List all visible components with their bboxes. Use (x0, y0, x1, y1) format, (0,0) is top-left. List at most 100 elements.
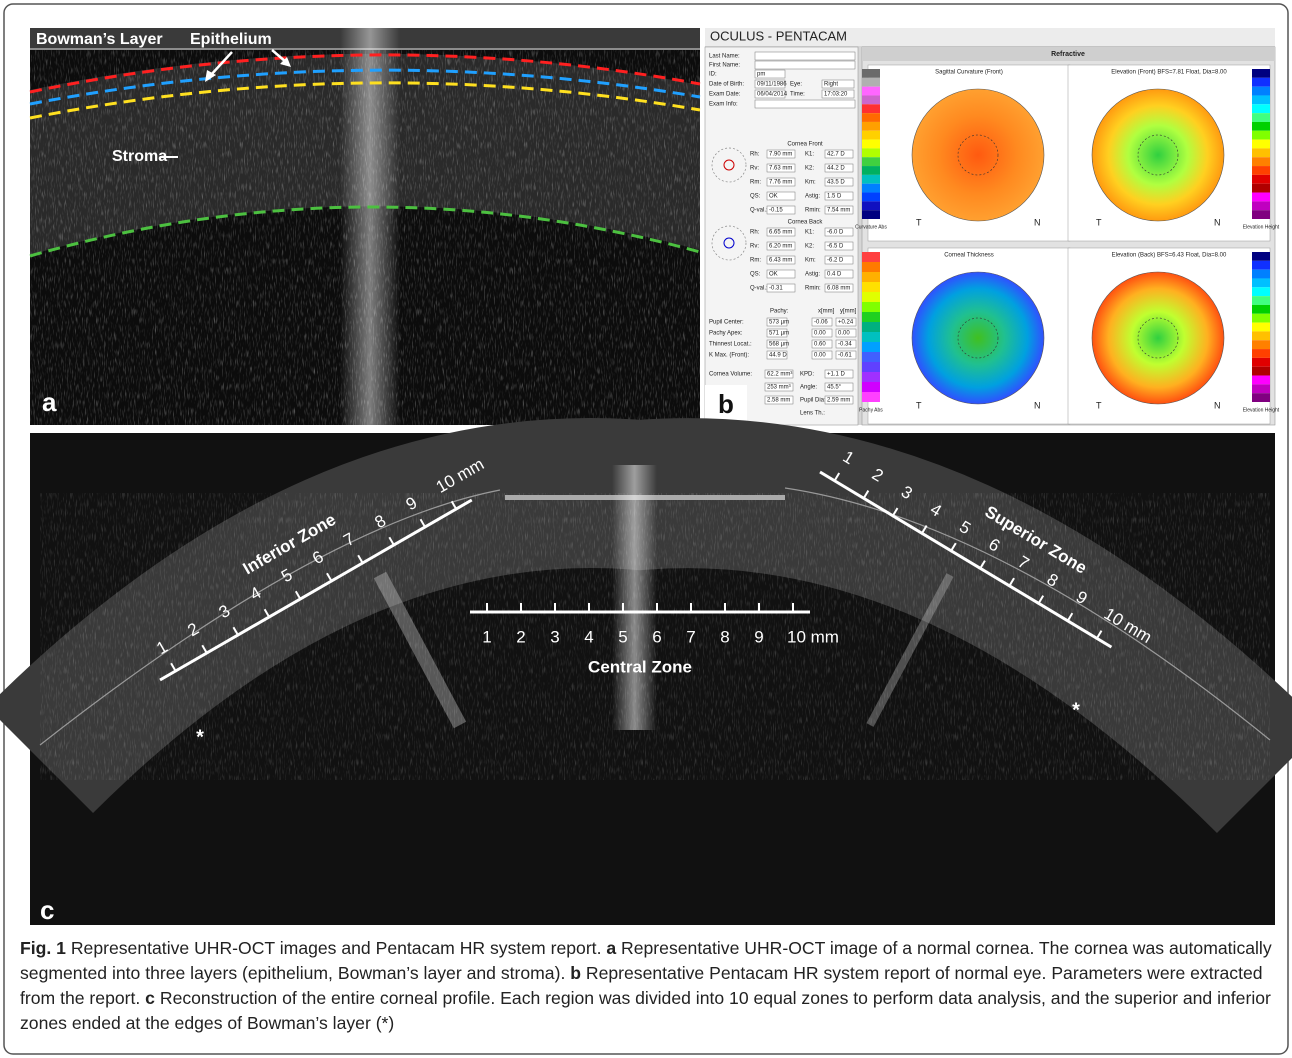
scale-swatch (1252, 201, 1270, 210)
field-label: Exam Info: (709, 102, 738, 108)
field-label: Astig: (805, 272, 820, 278)
scale-swatch (1252, 270, 1270, 279)
field-value: 09/11/1986 (757, 82, 787, 88)
field-label: QS: (750, 272, 761, 278)
field-value: 17:03:20 (824, 92, 848, 98)
field-label: K1: (805, 230, 814, 236)
scale-swatch (1252, 296, 1270, 305)
map (912, 89, 1044, 221)
field-label: Rv: (750, 244, 759, 250)
scale-swatch (862, 131, 880, 140)
scale-footer: Elevation Height (1243, 407, 1280, 413)
scale-swatch (862, 69, 880, 78)
page: Bowman’s LayerEpitheliumStromaaOCULUS - … (0, 0, 1292, 1058)
field-label: K1: (805, 152, 814, 158)
caption: Fig. 1 Representative UHR-OCT images and… (20, 936, 1275, 1036)
side-label: N (1214, 217, 1221, 227)
scale-swatch (862, 104, 880, 113)
scale-swatch (1252, 323, 1270, 332)
scale-swatch (1252, 140, 1270, 149)
field-value: 62.2 mm³ (767, 372, 792, 378)
panel-label: a (42, 387, 57, 417)
field-value: -0.31 (769, 286, 783, 292)
scale-swatch (1252, 305, 1270, 314)
edge-marker: * (1072, 699, 1080, 721)
scale-swatch (1252, 278, 1270, 287)
map (1092, 272, 1224, 404)
scale-swatch (862, 272, 880, 282)
annotation: Bowman’s Layer (36, 31, 163, 48)
scale-swatch (1252, 210, 1270, 219)
field-value: -6.5 D (827, 244, 844, 250)
side-label: T (916, 400, 922, 410)
scale-swatch (1252, 148, 1270, 157)
field-value: 43.5 D (827, 180, 845, 186)
field-value: 6.08 mm (827, 286, 850, 292)
field-label: Km: (805, 258, 816, 264)
field-value: 0.60 (814, 342, 826, 348)
field-value: 0.00 (814, 353, 826, 359)
field-value: -6.2 D (827, 258, 844, 264)
field-value: -0.06 (814, 320, 828, 326)
field-value: OK (769, 194, 778, 200)
scale-swatch (862, 140, 880, 149)
field-label: K2: (805, 244, 814, 250)
scale-swatch (862, 252, 880, 262)
map (1092, 89, 1224, 221)
map-title: Sagittal Curvature (Front) (935, 70, 1003, 76)
panel-label: c (40, 895, 54, 925)
field-value: 42.7 D (827, 152, 845, 158)
scale-swatch (862, 392, 880, 402)
field-value: -6.0 D (827, 230, 844, 236)
field-label: Angle: (800, 385, 817, 391)
scale-footer: Elevation Height (1243, 224, 1280, 230)
field-label: QS: (750, 194, 761, 200)
field-value: 0.00 (838, 331, 850, 337)
scale-swatch (1252, 95, 1270, 104)
scale-label: 3 (550, 627, 559, 646)
field-label: Rh: (750, 230, 760, 236)
scale-swatch (1252, 157, 1270, 166)
panel-label: b (718, 389, 734, 419)
side-label: N (1034, 400, 1041, 410)
field-value: OK (769, 272, 778, 278)
scale-swatch (1252, 87, 1270, 96)
scale-swatch (862, 175, 880, 184)
scale-swatch (862, 193, 880, 202)
field-value: 6.65 mm (769, 230, 792, 236)
caption-run: c (145, 988, 155, 1008)
field-label: Q-val.: (750, 208, 768, 214)
section-title: Refractive (1051, 51, 1085, 58)
scale-swatch (1252, 131, 1270, 140)
scale-swatch (862, 362, 880, 372)
scale-swatch (862, 166, 880, 175)
scale-swatch (1252, 69, 1270, 78)
side-label: N (1034, 217, 1041, 227)
scale-swatch (862, 322, 880, 332)
figure: Bowman’s LayerEpitheliumStromaaOCULUS - … (0, 0, 1292, 1058)
field-value: -0.34 (838, 342, 852, 348)
scale-swatch (862, 148, 880, 157)
scale-label: 2 (516, 627, 525, 646)
field-value: 1.5 D (827, 194, 842, 200)
field-value: pm (757, 72, 765, 78)
scale-swatch (862, 184, 880, 193)
scale-label: 6 (652, 627, 661, 646)
scale-label: 8 (720, 627, 729, 646)
field-value: 44.9 D (769, 353, 787, 359)
field-value: 573 µm (769, 320, 789, 326)
scale-swatch (862, 262, 880, 272)
field-value: +1.1 D (827, 372, 846, 378)
field-box (755, 61, 855, 69)
scale-label: 7 (686, 627, 695, 646)
scale-swatch (1252, 376, 1270, 385)
caption-run: a (606, 938, 616, 958)
scale-swatch (1252, 314, 1270, 323)
field-label: Km: (805, 180, 816, 186)
scale-label: 10 mm (787, 627, 839, 646)
scale-label: 4 (584, 627, 593, 646)
scale-footer: Pachy Abs (859, 407, 883, 413)
scale-label: 1 (482, 627, 491, 646)
column-header: x[mm] (818, 309, 835, 315)
side-label: T (916, 217, 922, 227)
